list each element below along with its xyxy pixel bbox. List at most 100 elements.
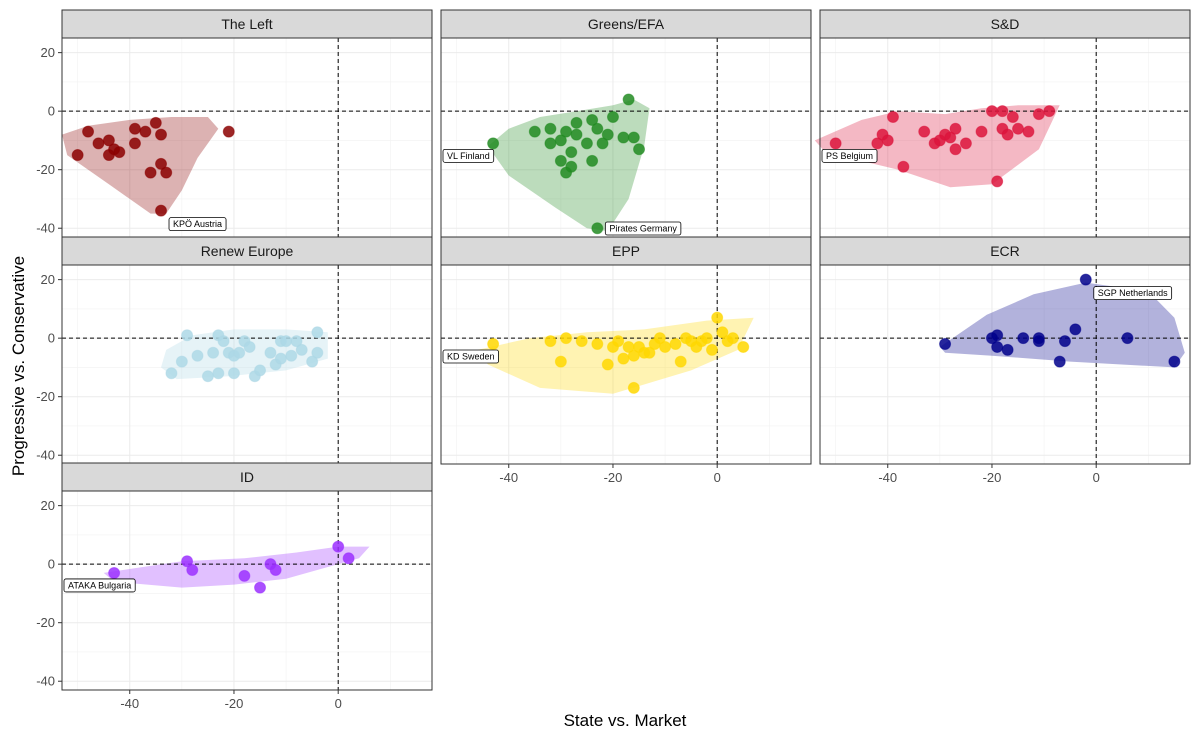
y-tick-label: -40 <box>36 221 55 236</box>
data-point <box>233 346 246 359</box>
x-tick-label: -40 <box>499 470 518 485</box>
y-tick-label: 20 <box>41 272 55 287</box>
data-point <box>290 335 303 348</box>
party-label: SGP Netherlands <box>1093 286 1173 301</box>
data-point <box>165 367 178 380</box>
panel-title: ID <box>240 469 254 485</box>
data-point <box>254 364 267 377</box>
panel-title: Greens/EFA <box>588 16 665 32</box>
data-point <box>1017 332 1030 345</box>
y-tick-label: 0 <box>48 104 55 119</box>
data-point <box>1001 343 1014 356</box>
data-point <box>155 204 168 217</box>
data-point <box>617 352 630 365</box>
data-point <box>596 137 609 150</box>
data-point <box>71 149 84 162</box>
data-point <box>295 343 308 356</box>
y-axis-title: Progressive vs. Conservative <box>9 256 28 476</box>
party-label-box <box>442 349 499 364</box>
x-tick-label: 0 <box>714 470 721 485</box>
data-point <box>560 125 573 138</box>
data-point <box>487 137 500 150</box>
data-point <box>949 143 962 156</box>
party-label-box <box>604 221 682 236</box>
data-point <box>155 157 168 170</box>
data-point <box>991 340 1004 353</box>
data-point <box>643 346 656 359</box>
data-point <box>311 326 324 339</box>
party-label: PS Belgium <box>821 148 878 163</box>
data-point <box>897 160 910 173</box>
data-point <box>191 349 204 362</box>
data-point <box>544 335 557 348</box>
y-tick-label: -40 <box>36 674 55 689</box>
party-label-box <box>442 148 495 163</box>
data-point <box>554 134 567 147</box>
data-point <box>332 540 345 553</box>
data-point <box>1032 332 1045 345</box>
data-point <box>181 329 194 342</box>
party-label-text: ATAKA Bulgaria <box>68 580 131 590</box>
party-label-text: Pirates Germany <box>609 224 677 234</box>
panel-ecr: ECR SGP Netherlands -40 -20 0 <box>819 236 1191 485</box>
data-point <box>601 128 614 141</box>
data-point <box>306 355 319 368</box>
y-tick-label: 0 <box>48 331 55 346</box>
x-tick-label: -20 <box>225 696 244 711</box>
data-point <box>996 105 1009 118</box>
panel-background <box>441 265 811 464</box>
data-point <box>217 335 230 348</box>
panels-layer: The Left KPÖ Austria -40 -20 0 20 Greens/EFA VL… <box>36 9 1191 711</box>
data-point <box>939 338 952 351</box>
data-point <box>949 122 962 135</box>
party-label: VL Finland <box>442 148 495 163</box>
party-label-text: PS Belgium <box>826 151 873 161</box>
data-point <box>311 346 324 359</box>
party-label-box <box>63 578 136 593</box>
data-point <box>181 555 194 568</box>
panel-strip <box>819 9 1191 39</box>
x-tick-label: 0 <box>335 696 342 711</box>
data-point <box>285 349 298 362</box>
panel-title: EPP <box>612 243 640 259</box>
data-point <box>653 332 666 345</box>
data-point <box>1032 108 1045 121</box>
data-point <box>737 340 750 353</box>
panel-strip <box>61 462 433 492</box>
data-point <box>227 367 240 380</box>
panel-the-left: The Left KPÖ Austria -40 -20 0 20 <box>36 9 433 238</box>
y-tick-label: 20 <box>41 498 55 513</box>
data-point <box>269 564 282 577</box>
data-point <box>591 222 604 235</box>
data-point <box>586 113 599 126</box>
data-point <box>113 146 126 159</box>
data-point <box>554 154 567 167</box>
data-point <box>1058 335 1071 348</box>
party-hull <box>103 546 370 588</box>
panel-renew-europe: Renew Europe -40 -20 0 20 <box>36 236 433 465</box>
data-point <box>829 137 842 150</box>
data-point <box>82 125 95 138</box>
panel-border <box>819 264 1191 465</box>
panel-title: S&D <box>991 16 1020 32</box>
data-point <box>139 125 152 138</box>
panel-greens-efa: Greens/EFA VL Finland Pirates Germany <box>440 9 812 238</box>
data-point <box>622 93 635 106</box>
panel-strip <box>440 9 812 39</box>
data-point <box>570 128 583 141</box>
party-label-text: VL Finland <box>447 151 490 161</box>
data-point <box>144 166 157 179</box>
data-point <box>918 125 931 138</box>
data-point <box>627 131 640 144</box>
panel-s-d: S&D PS Belgium <box>814 9 1191 238</box>
x-tick-label: 0 <box>1093 470 1100 485</box>
panel-id: ID ATAKA Bulgaria -40 -20 0 20 -40 -20 0 <box>36 462 433 711</box>
data-point <box>1043 105 1056 118</box>
panel-title: ECR <box>990 243 1020 259</box>
y-tick-label: 0 <box>48 557 55 572</box>
data-point <box>560 332 573 345</box>
data-point <box>1006 111 1019 124</box>
data-point <box>1079 273 1092 286</box>
data-point <box>155 128 168 141</box>
